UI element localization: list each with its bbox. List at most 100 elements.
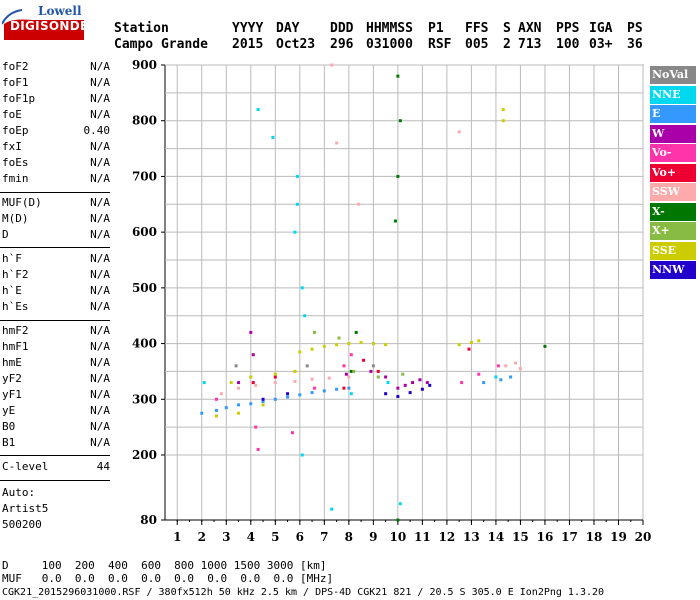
param-name: foEp: [2, 124, 29, 137]
header-row2-cell: 100: [556, 37, 580, 52]
header-row1-cell: YYYY: [232, 21, 264, 36]
footer-distance-row: D 100 200 400 600 800 1000 1500 3000 [km…: [2, 559, 327, 572]
y-tick-label: 80: [140, 513, 157, 527]
legend-item-x: X+: [650, 222, 696, 240]
data-point-w: [237, 381, 241, 385]
data-point-sse: [322, 344, 326, 348]
data-point-x: [401, 372, 405, 376]
data-point-nnw: [420, 387, 424, 391]
data-point-sse: [501, 119, 505, 123]
header-row2-cell: Campo Grande: [114, 37, 208, 52]
data-point-e: [261, 400, 265, 404]
param-name: D: [2, 228, 9, 241]
legend-item-sse: SSE: [650, 241, 696, 260]
data-point-sse: [335, 343, 339, 347]
data-point-x: [396, 74, 400, 78]
x-tick-label: 3: [222, 530, 230, 544]
data-point-sse: [371, 342, 375, 346]
x-tick-label: 5: [271, 530, 279, 544]
data-point-sse: [237, 411, 241, 415]
param-value: N/A: [90, 60, 110, 73]
data-point-vo: [349, 353, 353, 357]
data-point-nne: [295, 174, 299, 178]
param-value: N/A: [90, 228, 110, 241]
data-point-ssw: [219, 392, 223, 396]
x-tick-label: 15: [512, 530, 529, 544]
data-point-ssw: [327, 376, 331, 380]
data-point-w: [369, 369, 373, 373]
data-point-sse: [457, 343, 461, 347]
header-row2-cell: 2015: [232, 37, 264, 52]
data-point-x: [393, 219, 397, 223]
legend-item-vo: Vo+: [650, 163, 696, 182]
param-hme: hmE N/A: [2, 355, 110, 371]
header-row2-cell: RSF: [428, 37, 452, 52]
param-value: N/A: [90, 172, 110, 185]
param-fxi: fxI N/A: [2, 139, 110, 155]
param-he: h`E N/A: [2, 283, 110, 299]
data-point-nne: [202, 381, 206, 385]
data-point-vo: [256, 447, 260, 451]
param-hf: h`F N/A: [2, 251, 110, 267]
param-value: N/A: [90, 372, 110, 385]
data-point-e: [509, 375, 513, 379]
param-foe: foE N/A: [2, 107, 110, 123]
data-point-nne: [256, 108, 260, 112]
data-point-w: [411, 381, 415, 385]
data-point-vo: [477, 372, 481, 376]
param-hf2: h`F2 N/A: [2, 267, 110, 283]
param-name: fmin: [2, 172, 29, 185]
data-point-w: [384, 375, 388, 379]
data-point-x: [396, 518, 400, 522]
param-name: B1: [2, 436, 16, 449]
param-name: MUF(D): [2, 196, 42, 209]
panel-divider: [0, 320, 110, 321]
x-tick-label: 20: [635, 530, 652, 544]
data-point-nne: [494, 375, 498, 379]
data-point-vo: [467, 347, 471, 351]
param-b1: B1 N/A: [2, 435, 110, 451]
data-point-e: [335, 387, 339, 391]
param-yf1: yF1 N/A: [2, 387, 110, 403]
param-name: hmF2: [2, 324, 29, 337]
x-tick-label: 4: [247, 530, 255, 544]
data-point-sse: [298, 350, 302, 354]
data-point-ssw: [237, 386, 241, 390]
data-point-vo: [290, 431, 294, 435]
y-tick-label: 700: [132, 169, 157, 183]
param-name: B0: [2, 420, 16, 433]
legend-item-ssw: SSW: [650, 183, 696, 201]
data-point-nne: [398, 502, 402, 506]
param-name: h`E: [2, 284, 22, 297]
data-point-e: [214, 408, 218, 412]
header-row1-cell: DAY: [276, 21, 300, 36]
data-point-vo: [460, 381, 464, 385]
data-point-sse: [469, 340, 473, 344]
data-point-x: [352, 369, 356, 373]
param-value: N/A: [90, 212, 110, 225]
param-name: C-level: [2, 460, 49, 473]
param-fof1p: foF1p N/A: [2, 91, 110, 107]
x-tick-label: 16: [537, 530, 554, 544]
data-point-x: [398, 119, 402, 123]
param-fof2: foF2 N/A: [2, 59, 110, 75]
data-point-ssw: [514, 361, 518, 365]
param-name: h`F2: [2, 268, 29, 281]
data-point-vo: [342, 364, 346, 368]
header-row2-cell: 36: [627, 37, 643, 52]
param-md: M(D) N/A: [2, 211, 110, 227]
data-point-x: [376, 375, 380, 379]
param-value: N/A: [90, 140, 110, 153]
data-point-nne: [293, 230, 297, 234]
x-tick-label: 2: [198, 530, 206, 544]
x-tick-label: 17: [561, 530, 578, 544]
legend-item-e: E: [650, 105, 696, 123]
param-clevel: C-level 44: [2, 459, 110, 475]
footer-file-info: CGK21_2015296031000.RSF / 380fx512h 50 k…: [2, 587, 605, 598]
logo-text-bottom: DIGISONDE: [10, 19, 89, 33]
data-point-noval: [305, 364, 309, 368]
data-point-vo: [376, 369, 380, 373]
x-tick-label: 11: [414, 530, 431, 544]
data-point-sse: [477, 339, 481, 343]
data-point-x: [543, 344, 547, 348]
